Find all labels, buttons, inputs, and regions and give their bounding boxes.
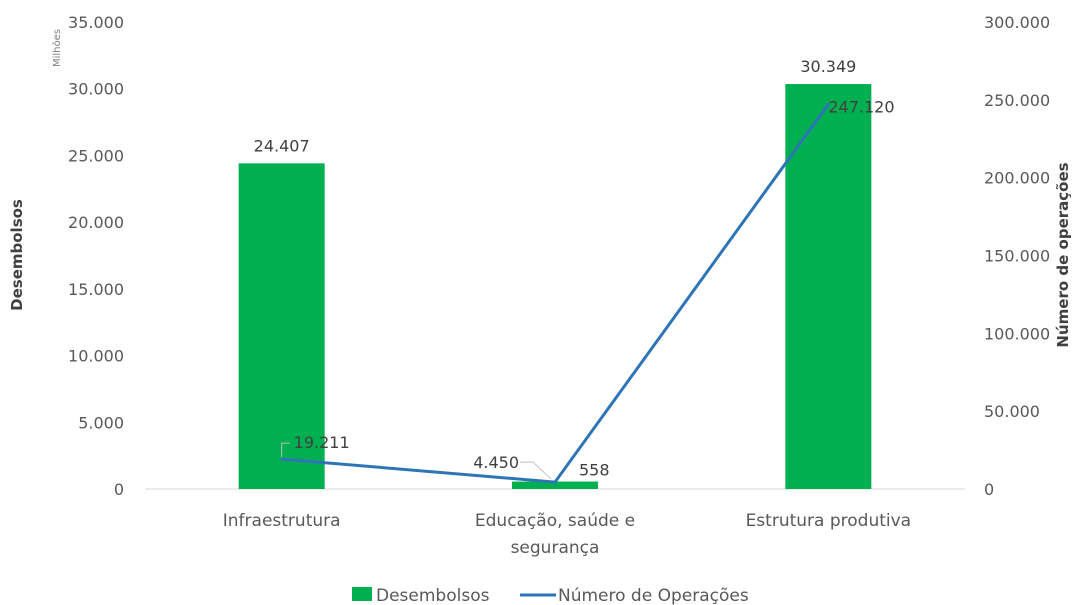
line-point <box>553 480 557 484</box>
y2-axis-title: Número de operações <box>1054 162 1072 347</box>
bar-data-label: 24.407 <box>254 136 310 155</box>
right-tick-label: 150.000 <box>984 247 1050 266</box>
left-tick-label: 0 <box>114 480 124 499</box>
leader-line <box>281 442 290 458</box>
left-tick-label: 35.000 <box>68 13 124 32</box>
line-data-label: 247.120 <box>828 97 894 116</box>
y-axis-title: Desembolsos <box>8 199 26 311</box>
category-label: Estrutura produtiva <box>746 511 912 531</box>
left-tick-label: 5.000 <box>78 413 124 432</box>
category-label: Infraestrutura <box>223 511 341 531</box>
legend-label-desembolsos: Desembolsos <box>376 586 490 605</box>
legend-swatch-desembolsos <box>352 587 372 601</box>
line-data-labels: 19.211 4.450 247.120 <box>281 97 895 480</box>
left-tick-label: 25.000 <box>68 146 124 165</box>
y-axis-units: Milhões <box>52 29 63 67</box>
bar-data-label: 30.349 <box>800 57 856 76</box>
left-tick-label: 10.000 <box>68 347 124 366</box>
left-tick-label: 30.000 <box>68 80 124 99</box>
line-data-label: 4.450 <box>473 453 519 472</box>
leader-line <box>520 461 552 480</box>
left-tick-label: 15.000 <box>68 280 124 299</box>
category-label: segurança <box>511 538 600 558</box>
right-tick-label: 0 <box>984 480 994 499</box>
legend: Desembolsos Número de Operações <box>352 586 749 605</box>
line-series-numero-de-operacoes <box>280 102 830 484</box>
right-axis-ticks: 0 50.000 100.000 150.000 200.000 250.000 300.0… <box>984 13 1050 499</box>
bar <box>785 84 872 490</box>
right-tick-label: 100.000 <box>984 324 1050 343</box>
right-tick-label: 50.000 <box>984 402 1040 421</box>
bar-data-labels: 24.407 558 30.349 <box>254 57 857 479</box>
legend-label-numero-de-operacoes: Número de Operações <box>558 586 749 605</box>
bar-series-desembolsos <box>238 84 872 490</box>
line-point <box>826 102 830 106</box>
right-tick-label: 300.000 <box>984 13 1050 32</box>
right-tick-label: 200.000 <box>984 169 1050 188</box>
category-labels: Infraestrutura Educação, saúde e segurança… <box>223 511 911 558</box>
left-axis-ticks: 0 5.000 10.000 15.000 20.000 25.000 30.000 35.0… <box>68 13 124 499</box>
line-data-label: 19.211 <box>294 433 350 452</box>
bar-data-label: 558 <box>579 461 610 480</box>
left-tick-label: 20.000 <box>68 213 124 232</box>
line-point <box>280 457 284 461</box>
category-label: Educação, saúde e <box>475 511 635 531</box>
bar <box>512 481 598 489</box>
series-line <box>281 103 830 484</box>
right-tick-label: 250.000 <box>984 91 1050 110</box>
bar <box>238 163 325 489</box>
